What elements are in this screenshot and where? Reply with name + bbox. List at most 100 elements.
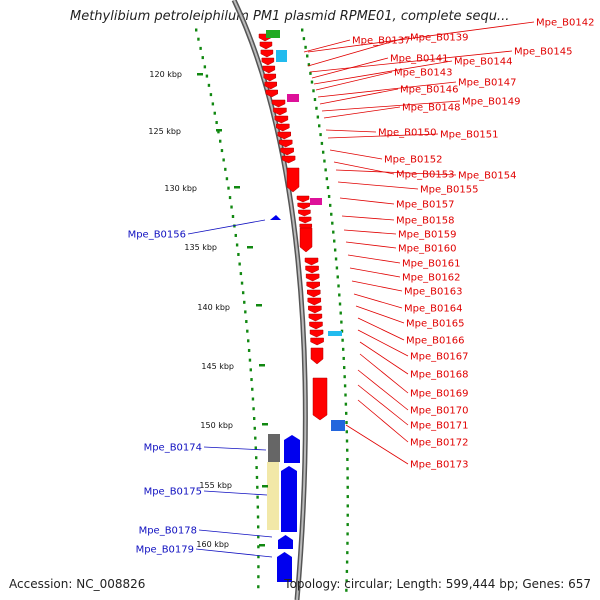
gene-label-forward[interactable]: Mpe_B0167 [410, 352, 468, 363]
gene-label-forward[interactable]: Mpe_B0173 [410, 460, 468, 471]
gene-label-forward[interactable]: Mpe_B0171 [410, 421, 468, 432]
cds-forward-arrow[interactable] [262, 65, 276, 74]
rna-feature[interactable] [266, 30, 280, 38]
gene-label-forward[interactable]: Mpe_B0139 [410, 33, 468, 44]
gene-label-forward[interactable]: Mpe_B0157 [396, 200, 454, 211]
gene-label-forward[interactable]: Mpe_B0154 [458, 171, 516, 182]
gc-dot-inner [256, 485, 259, 489]
cds-forward-arrow[interactable] [260, 49, 274, 58]
cds-forward-arrow[interactable] [307, 297, 322, 306]
cds-forward-arrow[interactable] [309, 321, 323, 330]
gene-label-forward[interactable]: Mpe_B0164 [404, 304, 462, 315]
gene-label-reverse[interactable]: Mpe_B0175 [144, 487, 202, 498]
gene-label-forward[interactable]: Mpe_B0163 [404, 287, 462, 298]
gene-label-forward[interactable]: Mpe_B0141 [390, 54, 448, 65]
gene-label-forward[interactable]: Mpe_B0169 [410, 389, 468, 400]
gc-dot-inner [227, 186, 230, 190]
gene-label-forward[interactable]: Mpe_B0142 [536, 18, 594, 29]
gene-label-forward[interactable]: Mpe_B0166 [406, 336, 464, 347]
gene-label-forward[interactable]: Mpe_B0143 [394, 68, 452, 79]
gc-dot-inner [256, 505, 260, 509]
cds-forward-arrow[interactable] [274, 115, 289, 124]
gc-dot-inner [248, 358, 252, 362]
cds-reverse-arrow[interactable] [284, 435, 300, 463]
cds-forward-arrow[interactable] [308, 313, 323, 322]
gene-label-forward[interactable]: Mpe_B0160 [398, 244, 456, 255]
cds-forward-arrow[interactable] [309, 329, 324, 338]
gene-label-forward[interactable]: Mpe_B0153 [396, 170, 454, 181]
gene-label-forward[interactable]: Mpe_B0155 [420, 185, 478, 196]
cds-reverse-arrow[interactable] [270, 215, 281, 220]
gc-dot-outer [335, 266, 339, 270]
cds-forward-arrow[interactable] [278, 139, 293, 148]
gene-label-forward[interactable]: Mpe_B0170 [410, 406, 468, 417]
cds-forward-arrow[interactable] [298, 209, 311, 217]
kbp-tick-label: 135 kbp [184, 243, 217, 252]
kbp-tick-mark [262, 485, 268, 488]
cds-forward-arrow[interactable] [261, 57, 275, 66]
cds-forward-arrow[interactable] [281, 155, 296, 164]
cds-forward-arrow[interactable] [297, 202, 310, 210]
cds-forward-arrow[interactable] [305, 265, 319, 274]
gene-label-forward[interactable]: Mpe_B0147 [458, 78, 516, 89]
gene-label-reverse[interactable]: Mpe_B0178 [139, 526, 197, 537]
cds-forward-arrow[interactable] [264, 81, 278, 90]
gene-label-reverse[interactable]: Mpe_B0174 [144, 443, 202, 454]
reverse-block-grey[interactable] [268, 434, 280, 462]
gene-label-forward[interactable]: Mpe_B0168 [410, 370, 468, 381]
gene-label-reverse[interactable]: Mpe_B0156 [128, 230, 186, 241]
cds-forward-arrow[interactable] [310, 337, 324, 346]
cds-forward-arrow[interactable] [308, 305, 322, 314]
gene-label-forward[interactable]: Mpe_B0144 [454, 57, 512, 68]
rna-feature[interactable] [328, 331, 342, 336]
gene-label-forward[interactable]: Mpe_B0158 [396, 216, 454, 227]
gc-dot-inner [255, 466, 258, 470]
cds-forward-arrow[interactable] [310, 347, 324, 365]
gene-label-forward[interactable]: Mpe_B0159 [398, 230, 456, 241]
gene-label-forward[interactable]: Mpe_B0150 [378, 128, 436, 139]
gene-label-forward[interactable]: Mpe_B0161 [402, 259, 460, 270]
gene-label-forward[interactable]: Mpe_B0172 [410, 438, 468, 449]
cds-forward-arrow[interactable] [298, 216, 312, 224]
gene-label-forward[interactable]: Mpe_B0149 [462, 97, 520, 108]
gene-label-forward[interactable]: Mpe_B0145 [514, 47, 572, 58]
rna-feature[interactable] [331, 420, 345, 431]
cds-forward-arrow[interactable] [259, 41, 273, 50]
gc-dot-outer [344, 393, 347, 397]
gene-label-forward[interactable]: Mpe_B0137 [352, 36, 410, 47]
gene-label-forward[interactable]: Mpe_B0148 [402, 103, 460, 114]
misc-feature[interactable] [310, 198, 322, 205]
cds-forward-arrow[interactable] [273, 107, 287, 116]
cds-forward-arrow[interactable] [271, 99, 286, 108]
cds-forward-arrow[interactable] [305, 273, 320, 282]
cds-forward-arrow[interactable] [306, 281, 320, 290]
gene-label-forward[interactable]: Mpe_B0152 [384, 155, 442, 166]
label-leader-line [343, 229, 397, 235]
cds-forward-arrow[interactable] [276, 123, 290, 132]
reverse-block-cream[interactable] [267, 462, 279, 530]
cds-forward-arrow[interactable] [312, 377, 328, 421]
cds-reverse-arrow[interactable] [281, 466, 297, 532]
cds-forward-arrow[interactable] [296, 195, 310, 203]
cds-forward-arrow[interactable] [265, 89, 278, 98]
cds-forward-arrow[interactable] [306, 289, 321, 298]
gene-label-forward[interactable]: Mpe_B0165 [406, 319, 464, 330]
cds-forward-arrow[interactable] [263, 73, 277, 82]
cds-forward-arrow[interactable] [304, 257, 319, 266]
gene-label-forward[interactable]: Mpe_B0146 [400, 85, 458, 96]
cds-reverse-arrow[interactable] [277, 552, 292, 582]
cds-forward-arrow[interactable] [277, 131, 292, 140]
gene-label-reverse[interactable]: Mpe_B0179 [136, 545, 194, 556]
misc-feature[interactable] [287, 94, 299, 102]
cds-forward-arrow[interactable] [286, 167, 300, 193]
gc-dot-outer [340, 329, 344, 333]
label-leader-line [325, 129, 377, 133]
rna-feature[interactable] [276, 50, 287, 62]
cds-forward-arrow[interactable] [280, 147, 294, 156]
gene-label-forward[interactable]: Mpe_B0162 [402, 273, 460, 284]
label-leader-line [351, 280, 403, 292]
cds-forward-arrow[interactable] [299, 227, 313, 253]
gene-label-forward[interactable]: Mpe_B0151 [440, 130, 498, 141]
cds-reverse-arrow[interactable] [278, 535, 293, 549]
